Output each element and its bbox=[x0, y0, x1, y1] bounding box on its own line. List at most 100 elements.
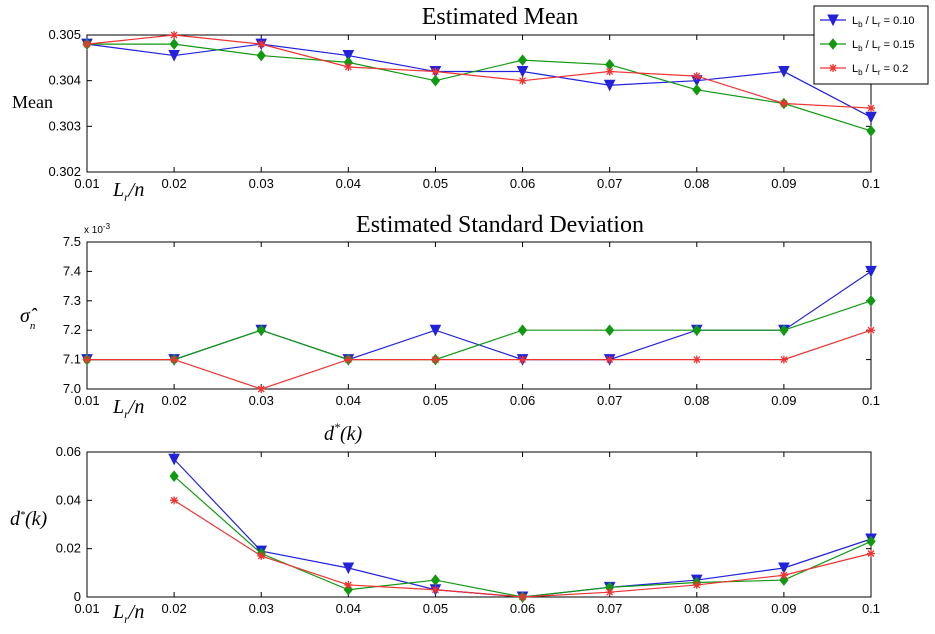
x-tick-label: 0.09 bbox=[771, 393, 796, 408]
x-tick-label: 0.03 bbox=[249, 601, 274, 616]
data-point bbox=[169, 38, 179, 50]
data-point bbox=[866, 294, 876, 307]
y-tick-label: 7.3 bbox=[63, 293, 81, 308]
data-point bbox=[518, 355, 527, 364]
series-line bbox=[87, 300, 872, 361]
data-point bbox=[431, 585, 440, 594]
data-point bbox=[605, 588, 614, 597]
data-point bbox=[603, 79, 616, 92]
data-point bbox=[605, 355, 614, 364]
x-tick-label: 0.01 bbox=[74, 393, 99, 408]
data-point bbox=[431, 355, 440, 364]
data-point bbox=[430, 74, 441, 87]
legend-marker bbox=[827, 14, 839, 27]
data-point bbox=[344, 355, 353, 364]
plot-frame bbox=[86, 241, 872, 390]
y-tick-label: 0.06 bbox=[56, 444, 81, 459]
data-point bbox=[429, 324, 442, 337]
data-point bbox=[867, 326, 875, 335]
data-point bbox=[516, 66, 529, 78]
legend-label: Lb / Lr = 0.2 bbox=[852, 63, 908, 77]
data-point bbox=[866, 535, 876, 548]
y-tick-label: 0.305 bbox=[48, 27, 81, 42]
y-tick-label: 0 bbox=[74, 589, 81, 604]
data-point bbox=[342, 50, 355, 62]
data-point bbox=[865, 265, 877, 278]
data-point bbox=[431, 67, 440, 76]
data-point bbox=[517, 54, 528, 66]
x-tick-label: 0.06 bbox=[510, 393, 535, 408]
y-tick-label: 7.2 bbox=[63, 322, 81, 337]
data-point bbox=[168, 453, 180, 466]
mean-chart-panel: Estimated Mean Mean Lr/n 0.01 0.02 0.03 0.0… bbox=[12, 4, 880, 204]
x-tick-label: 0.07 bbox=[597, 601, 622, 616]
data-point bbox=[257, 551, 266, 560]
data-point bbox=[256, 324, 266, 337]
x-tick-label: 0.06 bbox=[510, 176, 535, 191]
x-tick-label: 0.09 bbox=[771, 176, 796, 191]
series-line bbox=[173, 475, 872, 598]
x-tick-label: 0.02 bbox=[161, 601, 186, 616]
data-point bbox=[430, 574, 441, 586]
std-chart-panel: Estimated Standard Deviation x 10-3 σ̂n … bbox=[20, 212, 880, 421]
data-point bbox=[779, 571, 788, 580]
x-tick-label: 0.04 bbox=[336, 601, 361, 616]
data-point bbox=[605, 324, 615, 337]
data-point bbox=[867, 549, 875, 558]
series-line bbox=[87, 43, 872, 132]
data-point bbox=[257, 40, 266, 49]
data-point bbox=[342, 562, 355, 575]
data-point bbox=[169, 470, 179, 482]
x-tick-label: 0.04 bbox=[336, 176, 361, 191]
data-point bbox=[867, 104, 875, 113]
std-chart-xlabel: Lr/n bbox=[112, 396, 144, 421]
legend-label: Lb / Lr = 0.15 bbox=[852, 39, 915, 53]
x-tick-label: 0.03 bbox=[249, 176, 274, 191]
plot-frame bbox=[86, 451, 872, 598]
data-point bbox=[170, 31, 179, 39]
data-point bbox=[170, 496, 179, 505]
data-point bbox=[692, 580, 701, 589]
data-point bbox=[866, 125, 876, 137]
x-tick-label: 0.1 bbox=[862, 601, 880, 616]
y-tick-label: 0.304 bbox=[48, 73, 81, 88]
series-line bbox=[173, 458, 872, 598]
data-point bbox=[170, 355, 179, 364]
data-point bbox=[779, 324, 789, 337]
dk-chart-panel: d*(k) d*(k) Lr/n 0.01 0.02 0.03 0.04 0.05 0.0… bbox=[10, 420, 880, 626]
data-point bbox=[605, 67, 614, 76]
data-point bbox=[344, 62, 353, 71]
data-point bbox=[692, 72, 701, 81]
data-point bbox=[256, 49, 266, 62]
y-tick-label: 0.04 bbox=[56, 492, 81, 507]
data-point bbox=[778, 66, 790, 78]
series-line bbox=[173, 499, 872, 598]
x-tick-label: 0.07 bbox=[597, 176, 622, 191]
series-line bbox=[86, 43, 872, 118]
std-chart-title: Estimated Standard Deviation bbox=[356, 212, 644, 238]
std-chart-multiplier: x 10-3 bbox=[84, 222, 111, 236]
series-line bbox=[87, 329, 872, 390]
x-tick-label: 0.03 bbox=[249, 393, 274, 408]
x-tick-label: 0.01 bbox=[74, 601, 99, 616]
x-tick-label: 0.08 bbox=[684, 393, 709, 408]
x-tick-label: 0.05 bbox=[423, 601, 448, 616]
std-chart-ylabel: σ̂n bbox=[20, 305, 38, 332]
x-tick-label: 0.1 bbox=[862, 393, 880, 408]
x-tick-label: 0.09 bbox=[771, 601, 796, 616]
data-point bbox=[168, 50, 180, 62]
y-tick-label: 0.302 bbox=[48, 164, 81, 179]
x-tick-label: 0.08 bbox=[684, 176, 709, 191]
y-tick-label: 7.4 bbox=[63, 263, 81, 278]
data-point bbox=[692, 355, 701, 364]
x-tick-label: 0.04 bbox=[336, 393, 361, 408]
x-tick-label: 0.08 bbox=[684, 601, 709, 616]
x-tick-label: 0.07 bbox=[597, 393, 622, 408]
x-tick-label: 0.01 bbox=[74, 176, 99, 191]
data-point bbox=[518, 593, 527, 601]
legend-label: Lb / Lr = 0.10 bbox=[852, 15, 915, 29]
y-tick-label: 7.1 bbox=[63, 352, 81, 367]
mean-chart-ylabel: Mean bbox=[12, 92, 53, 112]
x-tick-label: 0.05 bbox=[423, 393, 448, 408]
